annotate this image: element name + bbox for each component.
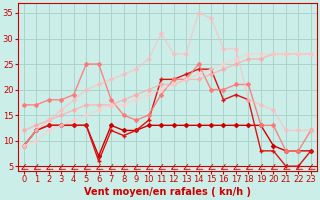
X-axis label: Vent moyen/en rafales ( kn/h ): Vent moyen/en rafales ( kn/h )	[84, 187, 251, 197]
